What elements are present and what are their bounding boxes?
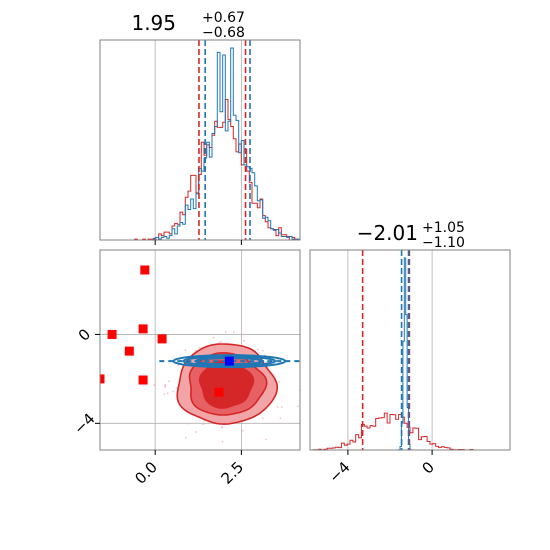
joint-sample-point	[187, 422, 189, 425]
joint-sample-point	[166, 392, 169, 395]
joint-red-marker-6	[138, 375, 148, 385]
joint-sample-point	[265, 361, 268, 364]
hist-param-2-panel: −4 0 −2.01 +1.05 −1.10	[309, 220, 511, 486]
hist-param-1-title-lower: −0.68	[202, 25, 245, 41]
hist-param-1-panel: 1.95 +0.67 −0.68	[99, 10, 301, 245]
joint-y-tick-label-0: 0	[75, 325, 94, 344]
joint-sample-point	[224, 331, 227, 333]
joint-sample-point	[218, 341, 221, 344]
joint-sample-point	[184, 349, 187, 352]
joint-sample-point	[221, 440, 224, 443]
joint-sample-point	[153, 384, 155, 386]
hist-param-2-title: −2.01	[357, 221, 418, 245]
hist-param-2-x-tick-label-0: −4	[325, 458, 353, 486]
joint-red-marker-5	[100, 374, 105, 384]
joint-sample-point	[279, 417, 282, 420]
joint-frame	[99, 249, 301, 451]
hist-param-2-grid	[347, 250, 433, 450]
joint-sample-point	[163, 393, 166, 395]
joint-sample-point	[168, 380, 170, 383]
hist-param-2-title-upper: +1.05	[422, 220, 465, 236]
hist-param-1-series-blue	[100, 47, 300, 240]
joint-sample-point	[243, 339, 245, 342]
joint-sample-point	[195, 431, 197, 433]
joint-sample-point	[261, 349, 264, 352]
joint-sample-point	[261, 417, 264, 420]
joint-blue-marker-0	[224, 356, 234, 366]
joint-sample-point	[220, 341, 223, 343]
joint-y-tick-label-1: −4	[70, 410, 98, 438]
joint-red-marker-7	[214, 387, 224, 397]
joint-x-tick-label-1: 2.5	[218, 458, 248, 488]
hist-param-2-x-tick-label-1: 0	[418, 458, 437, 477]
hist-param-1-series-red	[100, 99, 300, 240]
joint-sample-point	[172, 390, 174, 393]
joint-x-tick-label-0: 0.0	[131, 458, 161, 488]
joint-sample-point	[164, 383, 167, 386]
hist-param-1-frame	[99, 39, 301, 241]
joint-sample-point	[177, 364, 180, 366]
joint-red-marker-2	[138, 324, 148, 334]
hist-param-2-title-lower: −1.10	[422, 235, 465, 251]
joint-red-marker-4	[124, 346, 134, 356]
joint-sample-point	[221, 426, 223, 428]
joint-sample-point	[280, 406, 283, 408]
joint-sample-point	[202, 423, 205, 426]
hist-param-2-series-blue	[310, 257, 510, 450]
joint-sample-point	[241, 429, 244, 432]
joint-red-marker-0	[140, 265, 150, 275]
joint-sample-point	[302, 386, 304, 388]
joint-sample-point	[207, 422, 210, 425]
joint-sample-point	[264, 438, 267, 441]
hist-param-2-frame	[309, 249, 511, 451]
joint-sample-point	[256, 348, 259, 351]
joint-sample-point	[198, 346, 201, 349]
joint-sample-point	[184, 437, 187, 439]
joint-panel: 0.0 2.5 0 −4	[70, 249, 304, 488]
joint-red-marker-1	[107, 329, 117, 339]
joint-sample-point	[212, 336, 215, 339]
joint-sample-point	[194, 349, 197, 352]
joint-sample-point	[297, 405, 299, 408]
joint-sample-point	[276, 406, 279, 408]
hist-param-1-title: 1.95	[131, 11, 176, 35]
hist-param-1-title-upper: +0.67	[202, 10, 245, 26]
joint-red-marker-3	[157, 334, 167, 344]
joint-sample-point	[240, 332, 243, 335]
joint-sample-point	[232, 331, 235, 334]
joint-sample-point	[278, 380, 281, 383]
